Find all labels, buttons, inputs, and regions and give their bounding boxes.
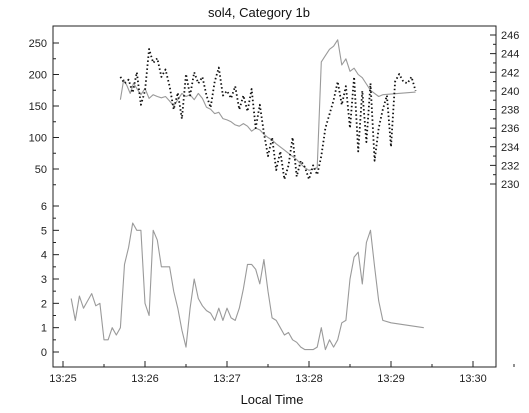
y-right-tick-label: 244 bbox=[501, 49, 519, 61]
x-tick-label: 13:28 bbox=[295, 373, 323, 385]
y-left-tick-label: 100 bbox=[29, 133, 47, 145]
y-left-tick-label: 6 bbox=[41, 201, 47, 213]
y-right-tick-label: 234 bbox=[501, 142, 519, 154]
chart-layer: 13:25 13:26 13:27 13:28 13:29 13:305010015020… bbox=[29, 30, 520, 385]
y-left-tick-label: 250 bbox=[29, 38, 47, 50]
y-left-tick-label: 200 bbox=[29, 70, 47, 82]
x-axis-title: Local Time bbox=[241, 392, 304, 407]
plot-frame bbox=[52, 25, 497, 368]
y-right-tick-label: 236 bbox=[501, 123, 519, 135]
y-left-tick-label: 1 bbox=[41, 323, 47, 335]
y-right-tick-label: 232 bbox=[501, 160, 519, 172]
chart-title: sol4, Category 1b bbox=[208, 5, 310, 20]
lower-left-solid-series-line bbox=[70, 222, 424, 351]
x-tick-label: 13:26 bbox=[131, 373, 159, 385]
x-tick-label: 13:29 bbox=[377, 373, 405, 385]
y-left-tick-label: 50 bbox=[35, 164, 47, 176]
upper-left-solid-series-line bbox=[119, 39, 416, 171]
y-right-tick-label: 238 bbox=[501, 105, 519, 117]
y-left-tick-label: 3 bbox=[41, 274, 47, 286]
y-right-tick-label: 246 bbox=[501, 30, 519, 42]
y-right-tick-label: 230 bbox=[501, 179, 519, 191]
y-right-tick-label: 242 bbox=[501, 67, 519, 79]
y-left-tick-label: 2 bbox=[41, 298, 47, 310]
y-right-tick-label: 240 bbox=[501, 86, 519, 98]
y-left-tick-label: 4 bbox=[41, 250, 47, 262]
y-left-tick-label: 0 bbox=[41, 347, 47, 359]
upper-right-dotted-series-line bbox=[119, 48, 417, 181]
x-tick-label: 13:25 bbox=[49, 373, 77, 385]
x-tick-label: 13:30 bbox=[459, 373, 487, 385]
y-left-tick-label: 150 bbox=[29, 101, 47, 113]
y-left-tick-label: 5 bbox=[41, 225, 47, 237]
x-tick-label: 13:27 bbox=[213, 373, 241, 385]
